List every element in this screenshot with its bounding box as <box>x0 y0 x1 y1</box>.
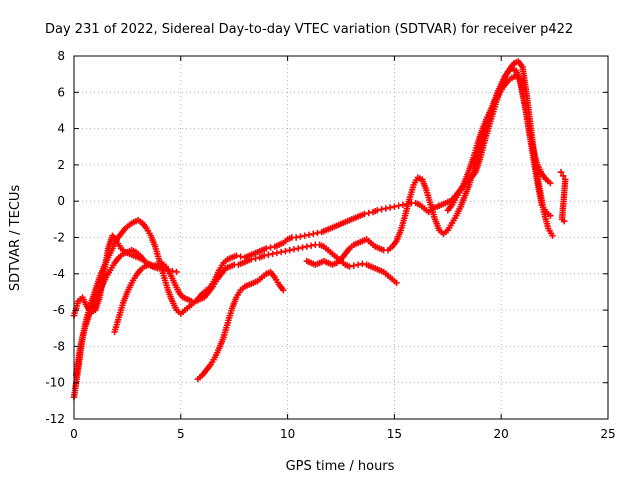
data-point <box>549 232 556 239</box>
data-point <box>237 253 244 260</box>
x-tick-label: 25 <box>600 427 615 441</box>
series-trace-e <box>194 268 287 383</box>
data-point <box>290 246 298 253</box>
data-point <box>314 229 321 237</box>
data-point <box>303 243 311 250</box>
x-tick-label: 0 <box>70 427 78 441</box>
data-point <box>260 252 268 259</box>
data-point <box>252 255 259 262</box>
data-point <box>378 206 385 213</box>
data-point <box>310 230 317 238</box>
data-markers <box>70 58 569 401</box>
data-point <box>248 256 255 263</box>
y-tick-label: -10 <box>45 376 65 390</box>
y-tick-label: -12 <box>45 412 65 426</box>
data-point <box>365 209 372 217</box>
chart-title: Day 231 of 2022, Sidereal Day-to-day VTE… <box>45 22 573 37</box>
data-point <box>359 260 366 268</box>
y-tick-label: -6 <box>53 303 65 317</box>
data-point <box>160 266 167 273</box>
x-tick-label: 5 <box>177 427 185 441</box>
data-point <box>559 172 567 179</box>
y-axis-label: SDTVAR / TECUs <box>8 185 23 292</box>
y-tick-label: 0 <box>57 194 65 208</box>
axis-ticks: 0 5 10 15 20 25 -12 -10 -8 -6 -4 -2 0 2 4 6 8 <box>45 49 615 441</box>
data-point <box>277 248 285 256</box>
data-point <box>267 244 274 251</box>
data-point <box>265 251 272 258</box>
y-tick-label: -4 <box>53 267 65 281</box>
y-tick-label: 4 <box>57 122 65 136</box>
data-point <box>173 268 180 276</box>
data-point <box>273 249 281 257</box>
data-point <box>164 266 172 274</box>
y-tick-label: 2 <box>57 158 65 172</box>
y-tick-label: -8 <box>53 339 65 353</box>
data-point <box>386 204 394 211</box>
data-point <box>269 250 276 258</box>
data-point <box>286 247 293 254</box>
data-point <box>282 247 289 255</box>
data-point <box>391 203 398 210</box>
y-tick-label: 6 <box>57 85 65 99</box>
data-point <box>561 217 568 225</box>
data-point <box>346 263 353 270</box>
data-point <box>292 234 300 241</box>
x-tick-label: 10 <box>280 427 295 441</box>
data-point <box>354 261 362 268</box>
data-point <box>395 202 402 209</box>
y-tick-label: 8 <box>57 49 65 63</box>
data-point <box>350 262 358 269</box>
grid-lines <box>74 56 608 419</box>
data-point <box>374 207 381 214</box>
x-tick-label: 20 <box>494 427 509 441</box>
data-point <box>295 245 302 252</box>
data-point <box>169 267 176 275</box>
data-point <box>297 233 304 240</box>
data-point <box>305 231 313 238</box>
data-point <box>263 245 270 252</box>
data-point <box>233 252 240 259</box>
data-point <box>393 279 400 287</box>
data-point <box>557 168 565 176</box>
data-point <box>547 212 554 219</box>
series-trace-h <box>557 168 569 225</box>
data-point <box>280 286 287 294</box>
data-point <box>301 232 308 239</box>
data-point <box>307 242 315 249</box>
x-axis-label: GPS time / hours <box>286 459 395 474</box>
y-tick-label: -2 <box>53 231 65 245</box>
data-point <box>361 210 368 218</box>
data-point <box>299 244 306 251</box>
data-point <box>382 205 390 212</box>
data-point <box>547 179 554 187</box>
series-trace-d <box>111 261 161 336</box>
data-point <box>154 265 161 272</box>
series-trace-g <box>444 72 554 219</box>
x-tick-label: 15 <box>387 427 402 441</box>
